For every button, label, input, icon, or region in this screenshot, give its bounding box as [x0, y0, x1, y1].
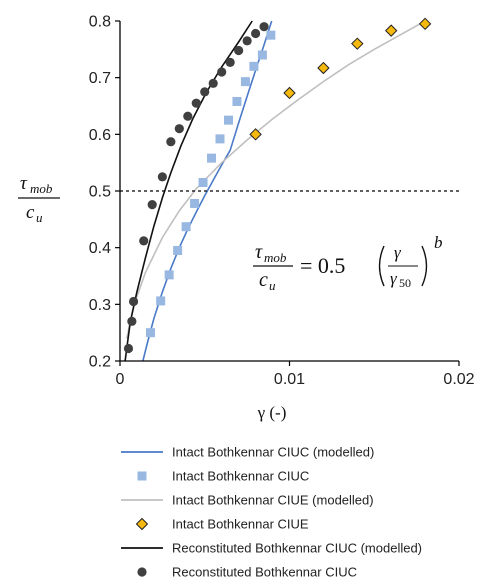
series-3-point: [384, 24, 398, 37]
eq-exponent: b: [434, 233, 443, 252]
series-1-point: [190, 198, 200, 208]
series-5-point: [208, 78, 218, 88]
eq-frac-den-sub: 50: [399, 276, 411, 290]
series-1-point: [207, 153, 217, 163]
series-5-point: [147, 200, 157, 210]
legend: Intact Bothkennar CIUC (modelled) Intact …: [121, 445, 422, 579]
y-tick-label: 0.5: [89, 184, 111, 201]
y-tick-label: 0.3: [89, 297, 111, 314]
series-5-point: [128, 296, 139, 307]
legend-swatch-1: [137, 471, 147, 481]
series-1-point: [223, 115, 233, 125]
eq-frac-num: γ: [394, 243, 402, 262]
series-1-point: [249, 61, 259, 71]
legend-swatch-5: [137, 567, 147, 577]
x-tick-label: 0: [116, 371, 125, 388]
series-1-point: [240, 77, 250, 87]
series-3-point: [418, 17, 432, 31]
series-1-point: [257, 50, 267, 60]
series-line-2: [126, 20, 426, 339]
x-axis-title: γ (-): [257, 403, 287, 422]
y-title-den: c: [26, 202, 35, 223]
series-3-point: [317, 61, 330, 75]
series-3-point: [283, 86, 296, 100]
x-tick-label: 0.02: [443, 371, 474, 388]
eq-right-paren: [421, 245, 428, 287]
y-title-den-sub: u: [36, 210, 43, 225]
legend-label-5: Reconstituted Bothkennar CIUC: [172, 565, 357, 579]
series-1-point: [164, 270, 174, 280]
y-axis-title: τ mob c u: [18, 173, 60, 225]
series-3-point: [351, 37, 364, 50]
x-tick-label: 0.01: [274, 371, 305, 388]
series-5-point: [234, 45, 244, 56]
eq-left-paren: [378, 245, 385, 287]
legend-label-2: Intact Bothkennar CIUE (modelled): [172, 493, 374, 508]
y-title-num-sub: mob: [30, 181, 53, 196]
series-1-point: [146, 328, 156, 338]
series-5-point: [183, 111, 193, 121]
series-5-point: [225, 57, 235, 67]
y-tick-label: 0.6: [89, 127, 111, 144]
legend-swatch-3: [135, 517, 149, 531]
series-1-point: [198, 178, 208, 187]
eq-lhs-num-sub: mob: [264, 250, 287, 265]
equation: τ mob c u = 0.5 γ γ 50 b: [253, 233, 443, 293]
series-1-point: [181, 222, 191, 232]
eq-frac-den: γ: [390, 269, 398, 288]
y-tick-label: 0.4: [89, 240, 111, 257]
series-1-point: [215, 134, 225, 144]
legend-label-0: Intact Bothkennar CIUC (modelled): [172, 445, 374, 460]
series-5-point: [200, 87, 210, 97]
series-5-point: [127, 316, 137, 326]
eq-coefficient: = 0.5: [300, 253, 345, 278]
series-3-point: [249, 128, 262, 141]
legend-label-4: Reconstituted Bothkennar CIUC (modelled): [172, 541, 422, 556]
series-5-point: [123, 343, 134, 354]
series-1-point: [232, 96, 242, 106]
series-5-point: [259, 22, 269, 32]
ticks: 0.2 0.3 0.4 0.5 0.6 0.7 0.8 0 0.01 0.02: [89, 14, 475, 389]
y-tick-label: 0.8: [89, 14, 111, 31]
y-tick-label: 0.7: [89, 70, 111, 87]
series-5-point: [217, 67, 227, 77]
series-1-point: [156, 296, 166, 306]
plot-area: [120, 17, 459, 361]
series-5-point: [157, 172, 167, 182]
series-line-4: [124, 20, 253, 361]
y-title-num: τ: [20, 173, 28, 194]
series-1-point: [173, 246, 183, 255]
series-5-point: [139, 236, 149, 246]
legend-label-1: Intact Bothkennar CIUC: [172, 469, 309, 484]
series-5-point: [242, 36, 252, 46]
eq-lhs-num: τ: [255, 241, 263, 263]
eq-lhs-den-sub: u: [269, 278, 276, 293]
series-5-point: [251, 28, 261, 39]
eq-lhs-den: c: [259, 269, 268, 291]
series-1-point: [266, 30, 276, 40]
series-5-point: [166, 137, 176, 147]
series-5-point: [174, 124, 184, 134]
series-5-point: [191, 98, 201, 108]
legend-label-3: Intact Bothkennar CIUE: [172, 517, 309, 532]
y-tick-label: 0.2: [89, 354, 111, 371]
data-markers: [123, 17, 432, 354]
